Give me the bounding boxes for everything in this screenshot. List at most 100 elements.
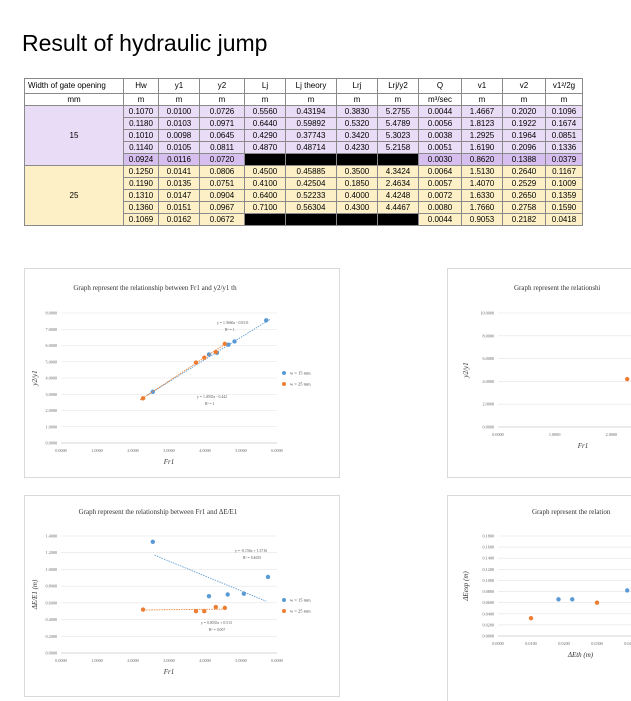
y-tick-label: 6.0000 bbox=[45, 343, 57, 348]
chart-right-bottom: Graph represent the relation 0.0000 0.0200… bbox=[462, 508, 631, 659]
y-tick-label: 0.0000 bbox=[482, 634, 494, 639]
table-cell: 5.2158 bbox=[377, 141, 419, 154]
table-cell bbox=[244, 153, 286, 166]
table-cell: 4.3424 bbox=[377, 165, 419, 178]
x-tick-label: 0.0100 bbox=[525, 641, 537, 646]
table-cell: 0.1096 bbox=[545, 105, 583, 118]
table-unit-cell: m bbox=[461, 93, 503, 106]
chart-title: Graph represent the relationshi bbox=[514, 284, 601, 292]
table-cell bbox=[336, 153, 378, 166]
table-unit-cell: m bbox=[336, 93, 378, 106]
table-row: 0.1010 0.0098 0.0645 0.4290 0.37743 0.3420 5.3… bbox=[25, 129, 583, 142]
table-header-cell: Lrj bbox=[336, 78, 378, 94]
table-cell: 0.2096 bbox=[502, 141, 546, 154]
y-axis-label: ΔE/E1 (m) bbox=[31, 579, 39, 610]
table-row: 0.1310 0.0147 0.0904 0.6400 0.52233 0.4000 4.4… bbox=[25, 189, 583, 202]
group-label-cell: 15 bbox=[24, 105, 124, 166]
table-cell: 0.43194 bbox=[285, 105, 337, 118]
table-cell: 0.48714 bbox=[285, 141, 337, 154]
trend-equation: y = 1.3666x - 0.0311 bbox=[217, 321, 249, 325]
table-cell: 0.0811 bbox=[199, 141, 245, 154]
table-cell: 0.1250 bbox=[123, 165, 159, 178]
table-header-cell: Width of gate opening bbox=[24, 78, 124, 94]
data-point bbox=[528, 616, 534, 621]
table-cell: 0.0072 bbox=[418, 189, 462, 202]
table-cell: 0.0924 bbox=[123, 153, 159, 166]
data-point bbox=[226, 342, 231, 347]
y-tick-label: 0.1000 bbox=[482, 578, 494, 583]
table-cell: 0.3420 bbox=[336, 129, 378, 142]
table-cell: 1.6330 bbox=[461, 189, 503, 202]
x-axis-label: Fr1 bbox=[163, 458, 175, 466]
table-unit-cell: m bbox=[502, 93, 546, 106]
y-tick-label: 1.2000 bbox=[45, 550, 57, 555]
table-cell: 0.3500 bbox=[336, 165, 378, 178]
data-point bbox=[213, 604, 218, 610]
table-header-cell: y1 bbox=[158, 78, 200, 94]
table-row: 0.1360 0.0151 0.0967 0.7100 0.56304 0.4300 4.4… bbox=[25, 201, 583, 214]
results-table: Width of gate opening Hw y1 y2 Lj Lj theory Lr… bbox=[24, 78, 583, 226]
y-tick-label: 0.1200 bbox=[482, 567, 494, 572]
chart-panel-right-top: Graph represent the relationshi 0.0000 2.0… bbox=[447, 268, 631, 478]
table-cell: 0.2529 bbox=[502, 177, 546, 190]
table-cell: 0.1590 bbox=[545, 201, 583, 214]
table-cell: 0.2020 bbox=[502, 105, 546, 118]
y-tick-label: 1.0000 bbox=[45, 424, 57, 429]
legend-marker bbox=[282, 382, 286, 386]
table-unit-cell: m bbox=[285, 93, 337, 106]
table-cell: 0.0051 bbox=[418, 141, 462, 154]
y-tick-label: 0.0000 bbox=[482, 425, 494, 430]
table-unit-cell: m bbox=[244, 93, 286, 106]
table-cell: 0.0064 bbox=[418, 165, 462, 178]
x-tick-label: 0.0000 bbox=[492, 432, 504, 437]
trend-equation: y = 0.0035x + 0.513 bbox=[201, 621, 232, 625]
table-cell: 0.45885 bbox=[285, 165, 337, 178]
trend-r-squared: R² = 1 bbox=[205, 402, 215, 406]
table-cell: 0.56304 bbox=[285, 201, 337, 214]
data-point bbox=[202, 355, 207, 360]
trend-equation: y = 1.4935x - 0.442 bbox=[197, 395, 227, 399]
table-row: 25 0.1250 0.0141 0.0806 0.4500 0.45885 0.3500 4… bbox=[24, 165, 583, 226]
table-cell: 1.6190 bbox=[461, 141, 503, 154]
table-cell: 0.0105 bbox=[158, 141, 200, 154]
trend-r-squared: R² = 0.4655 bbox=[243, 556, 261, 560]
x-tick-label: 0.0000 bbox=[55, 448, 67, 453]
table-row: 0.1069 0.0162 0.0672 0.0044 0.9053 0.2182 0.04… bbox=[25, 213, 583, 226]
table-cell: 0.1964 bbox=[502, 129, 546, 142]
y-tick-label: 0.0400 bbox=[482, 611, 494, 616]
chart-title: Graph represent the relation bbox=[532, 508, 611, 516]
data-point bbox=[193, 360, 199, 365]
y-tick-label: 7.0000 bbox=[45, 327, 57, 332]
x-tick-label: 4.0000 bbox=[199, 448, 211, 453]
chart-title: Graph represent the relationship between… bbox=[79, 508, 238, 516]
y-tick-label: 0.1800 bbox=[482, 534, 494, 539]
data-point bbox=[213, 349, 218, 355]
table-cell bbox=[377, 153, 419, 166]
x-tick-label: 0.0200 bbox=[558, 641, 570, 646]
table-cell: 0.1010 bbox=[123, 129, 159, 142]
table-cell: 0.0044 bbox=[418, 213, 462, 226]
chart-right-top: Graph represent the relationshi 0.0000 2.0… bbox=[462, 284, 631, 450]
y-tick-label: 2.0000 bbox=[482, 402, 494, 407]
table-header-row: Width of gate opening Hw y1 y2 Lj Lj theory Lr… bbox=[24, 78, 583, 94]
x-tick-label: 2.0000 bbox=[127, 448, 139, 453]
table-cell: 0.0851 bbox=[545, 129, 583, 142]
y-tick-label: 0.2000 bbox=[45, 634, 57, 639]
x-tick-label: 6.0000 bbox=[271, 448, 283, 453]
table-cell: 0.0147 bbox=[158, 189, 200, 202]
data-point bbox=[556, 597, 561, 602]
table-cell: 0.0141 bbox=[158, 165, 200, 178]
x-tick-label: 0.0300 bbox=[591, 641, 603, 646]
table-unit-cell: m³/sec bbox=[418, 93, 462, 106]
table-cell: 0.0726 bbox=[199, 105, 245, 118]
table-cell: 0.1359 bbox=[545, 189, 583, 202]
table-cell: 0.3830 bbox=[336, 105, 378, 118]
table-cell: 0.0103 bbox=[158, 117, 200, 130]
table-cell: 0.6400 bbox=[244, 189, 286, 202]
chart-panel-energy-ratio: Graph represent the relationship between… bbox=[24, 495, 340, 697]
table-cell: 0.6440 bbox=[244, 117, 286, 130]
table-cell: 4.4467 bbox=[377, 201, 419, 214]
table-cell: 0.2758 bbox=[502, 201, 546, 214]
y-tick-label: 0.4000 bbox=[45, 617, 57, 622]
trend-r-squared: R² = 0.007 bbox=[209, 628, 225, 632]
